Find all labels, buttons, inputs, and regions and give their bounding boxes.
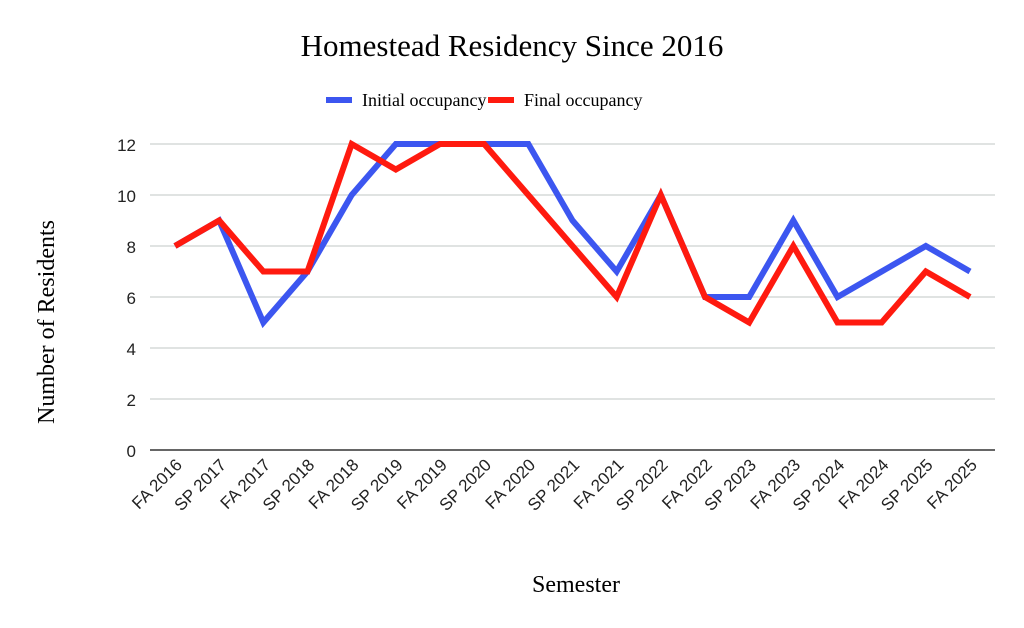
y-tick-label: 2 [127,391,136,410]
legend: Initial occupancy Final occupancy [326,90,642,110]
gridlines [150,143,995,451]
y-tick-label: 10 [117,187,136,206]
y-tick-label: 8 [127,238,136,257]
series-lines [173,139,972,329]
legend-label: Final occupancy [524,90,642,110]
legend-label: Initial occupancy [362,90,486,110]
y-axis-label: Number of Residents [34,220,60,424]
series-line-initial [173,141,972,329]
x-tick-label: FA 2025 [923,455,981,513]
series-line-final [173,139,972,327]
x-axis-label: Semester [532,572,620,598]
y-tick-label: 0 [127,442,136,461]
y-tick-label: 6 [127,289,136,308]
y-axis-ticks: 0 2 4 6 8 10 12 [117,136,136,461]
chart-title: Homestead Residency Since 2016 [301,28,724,63]
y-tick-label: 4 [127,340,136,359]
y-tick-label: 12 [117,136,136,155]
